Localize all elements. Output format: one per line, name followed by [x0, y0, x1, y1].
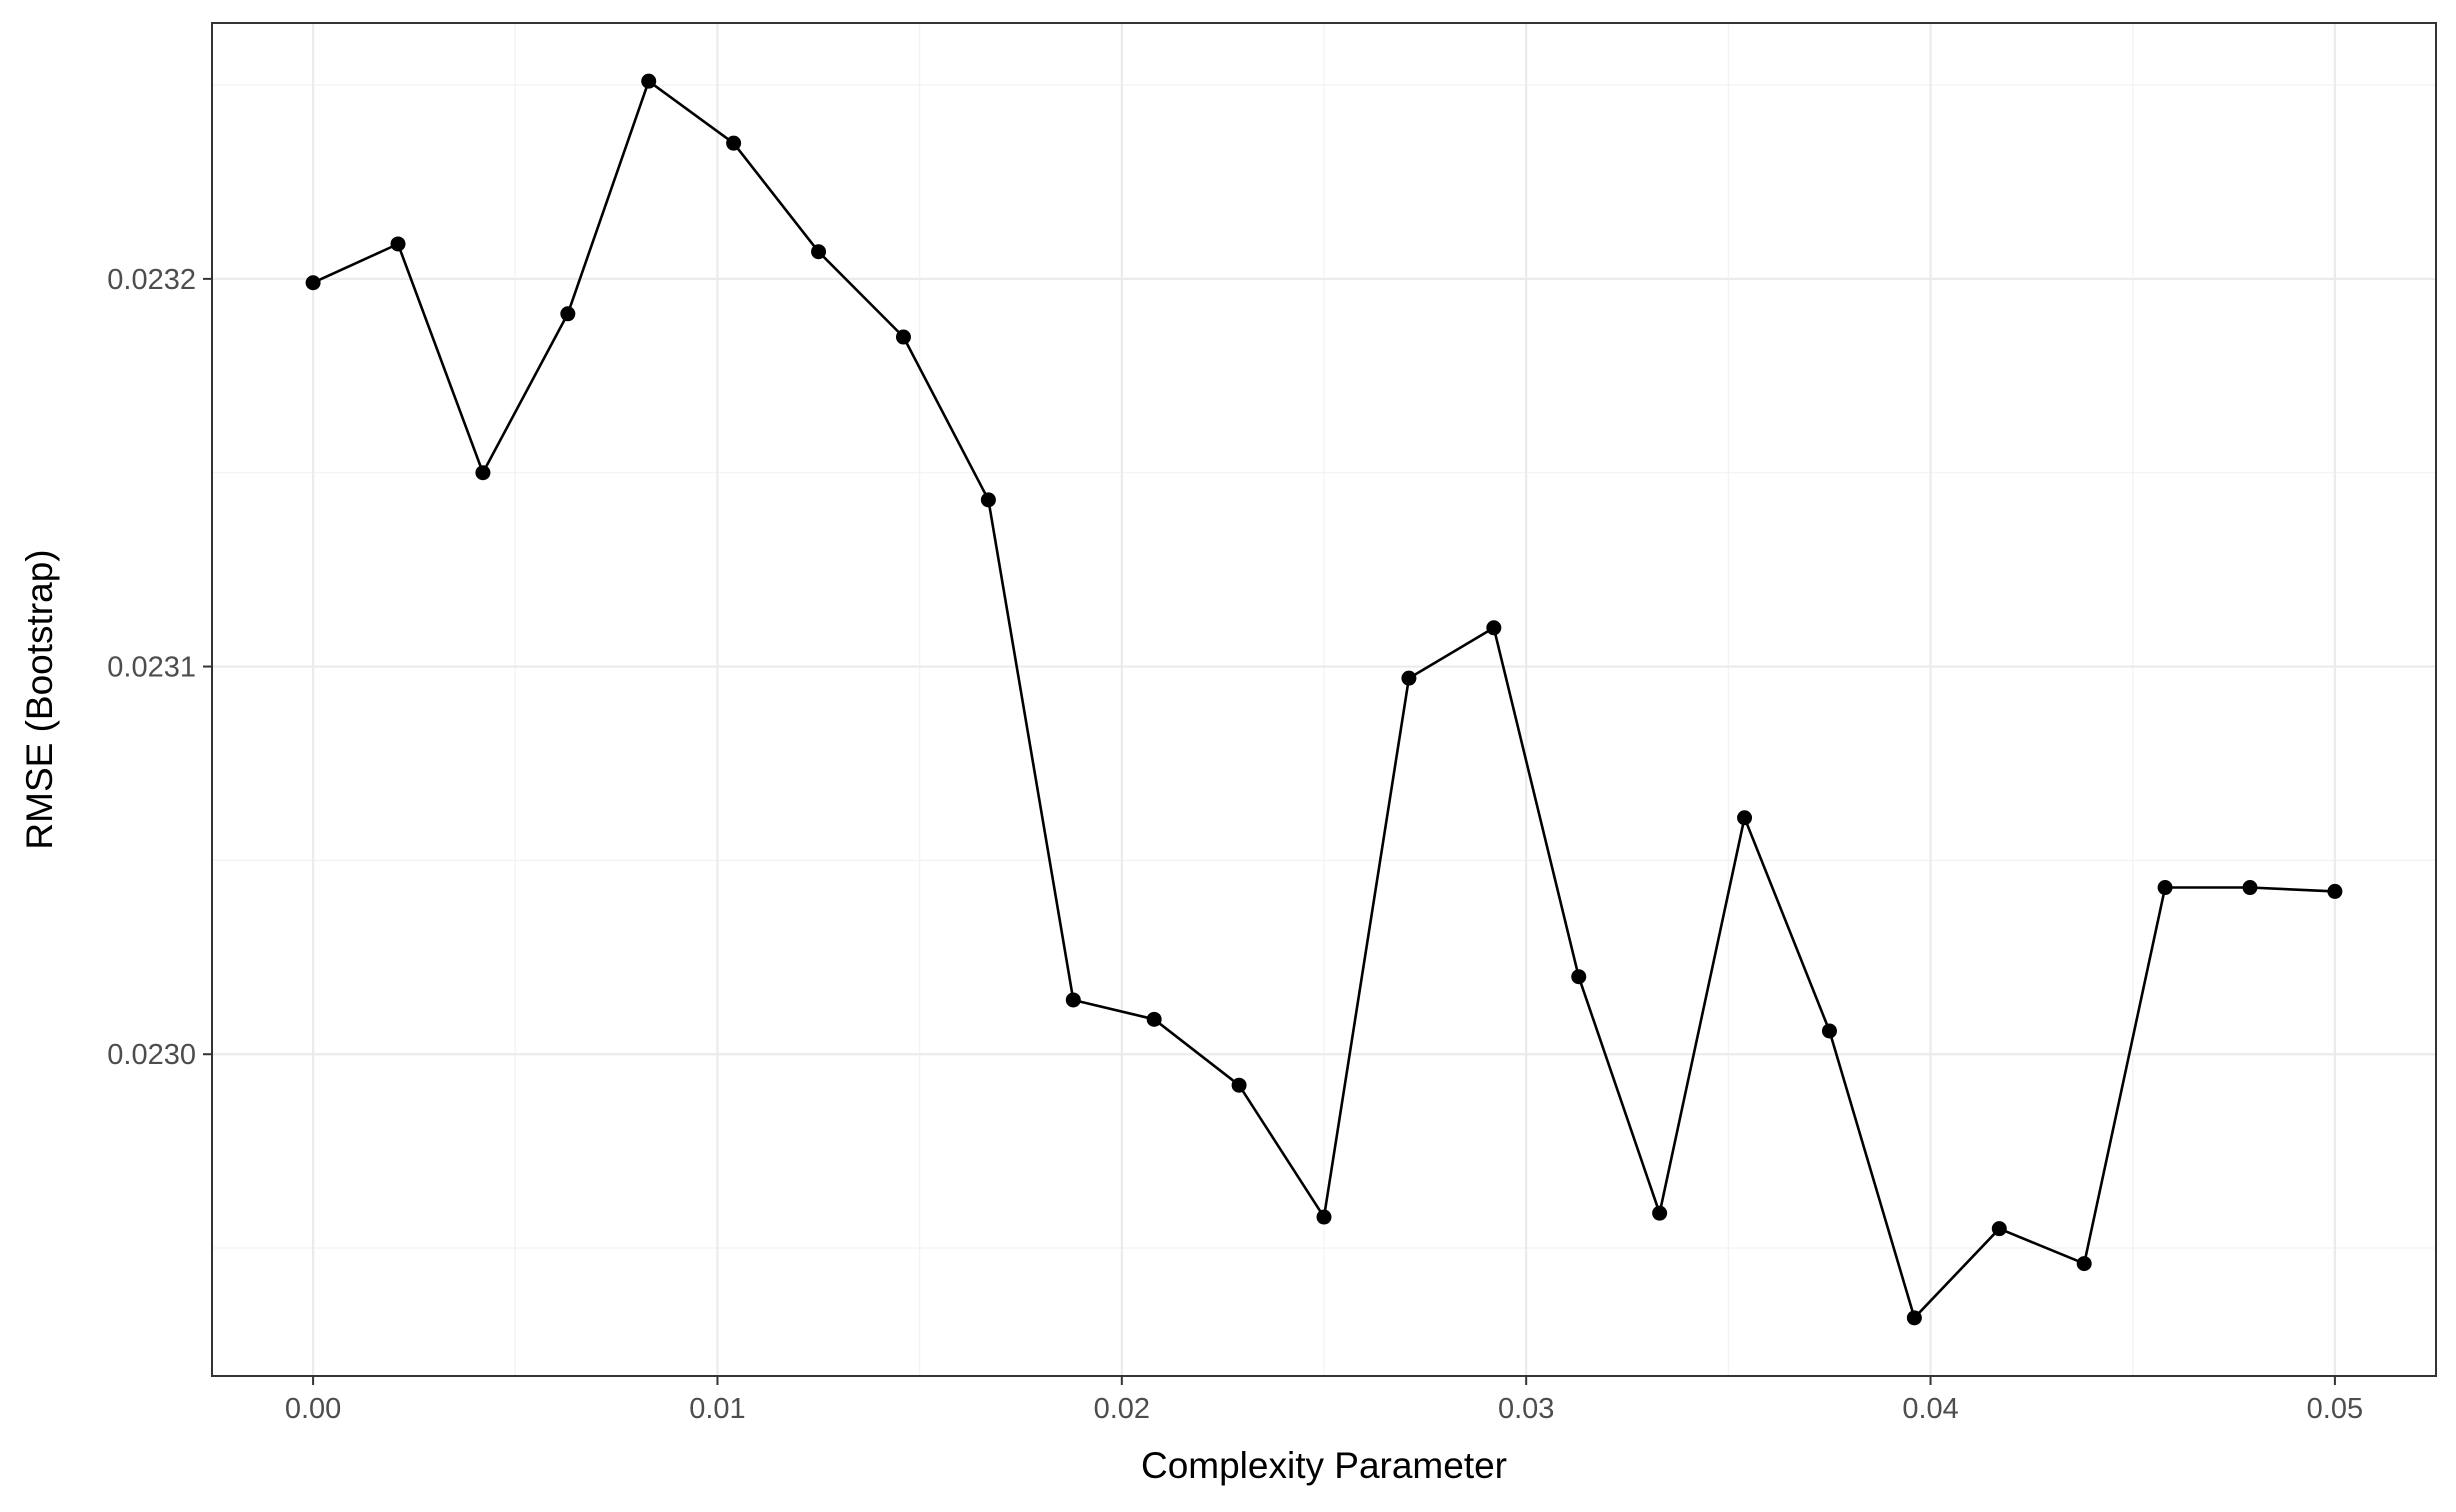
data-point [726, 135, 742, 151]
y-tick-label: 0.0230 [107, 1039, 196, 1071]
data-point [1401, 670, 1417, 686]
data-point [895, 329, 911, 345]
y-axis-ticks: 0.0230 0.0231 0.0232 [107, 264, 212, 1071]
data-point [641, 73, 657, 89]
minor-gridlines-y [212, 84, 2436, 1249]
data-point [1486, 620, 1502, 636]
data-point [1065, 992, 1081, 1008]
y-tick-label: 0.0231 [107, 652, 196, 684]
data-point [2327, 883, 2343, 899]
x-axis-ticks: 0.00 0.01 0.02 0.03 0.04 0.05 [285, 1376, 2363, 1425]
data-point [1821, 1023, 1837, 1039]
data-point [1231, 1077, 1247, 1093]
data-point [811, 244, 827, 260]
data-point [980, 492, 996, 508]
data-point [1146, 1011, 1162, 1027]
x-tick-label: 0.04 [1902, 1393, 1958, 1425]
plot-panel-border [211, 22, 2437, 1377]
data-point [1737, 810, 1753, 826]
series-layer [305, 73, 2343, 1326]
data-point [390, 236, 406, 252]
x-tick-label: 0.03 [1498, 1393, 1554, 1425]
data-point [1571, 969, 1587, 985]
data-point [475, 465, 491, 481]
y-tick-label: 0.0232 [107, 264, 196, 296]
minor-gridlines-x [514, 23, 2134, 1376]
data-point [1991, 1221, 2007, 1237]
data-point [1316, 1209, 1332, 1225]
x-tick-label: 0.05 [2307, 1393, 2363, 1425]
x-tick-label: 0.00 [285, 1393, 341, 1425]
data-point [1652, 1205, 1668, 1221]
data-point [2076, 1256, 2092, 1272]
data-point [2242, 880, 2258, 896]
x-tick-label: 0.02 [1094, 1393, 1150, 1425]
x-tick-label: 0.01 [689, 1393, 745, 1425]
y-axis-title: RMSE (Bootstrap) [19, 549, 60, 849]
x-axis-title: Complexity Parameter [1141, 1445, 1507, 1486]
data-point [1906, 1310, 1922, 1326]
major-gridlines-x [311, 23, 2337, 1376]
major-gridlines-y [212, 277, 2436, 1056]
data-point [305, 275, 321, 291]
data-point [560, 306, 576, 322]
data-point [2157, 880, 2173, 896]
